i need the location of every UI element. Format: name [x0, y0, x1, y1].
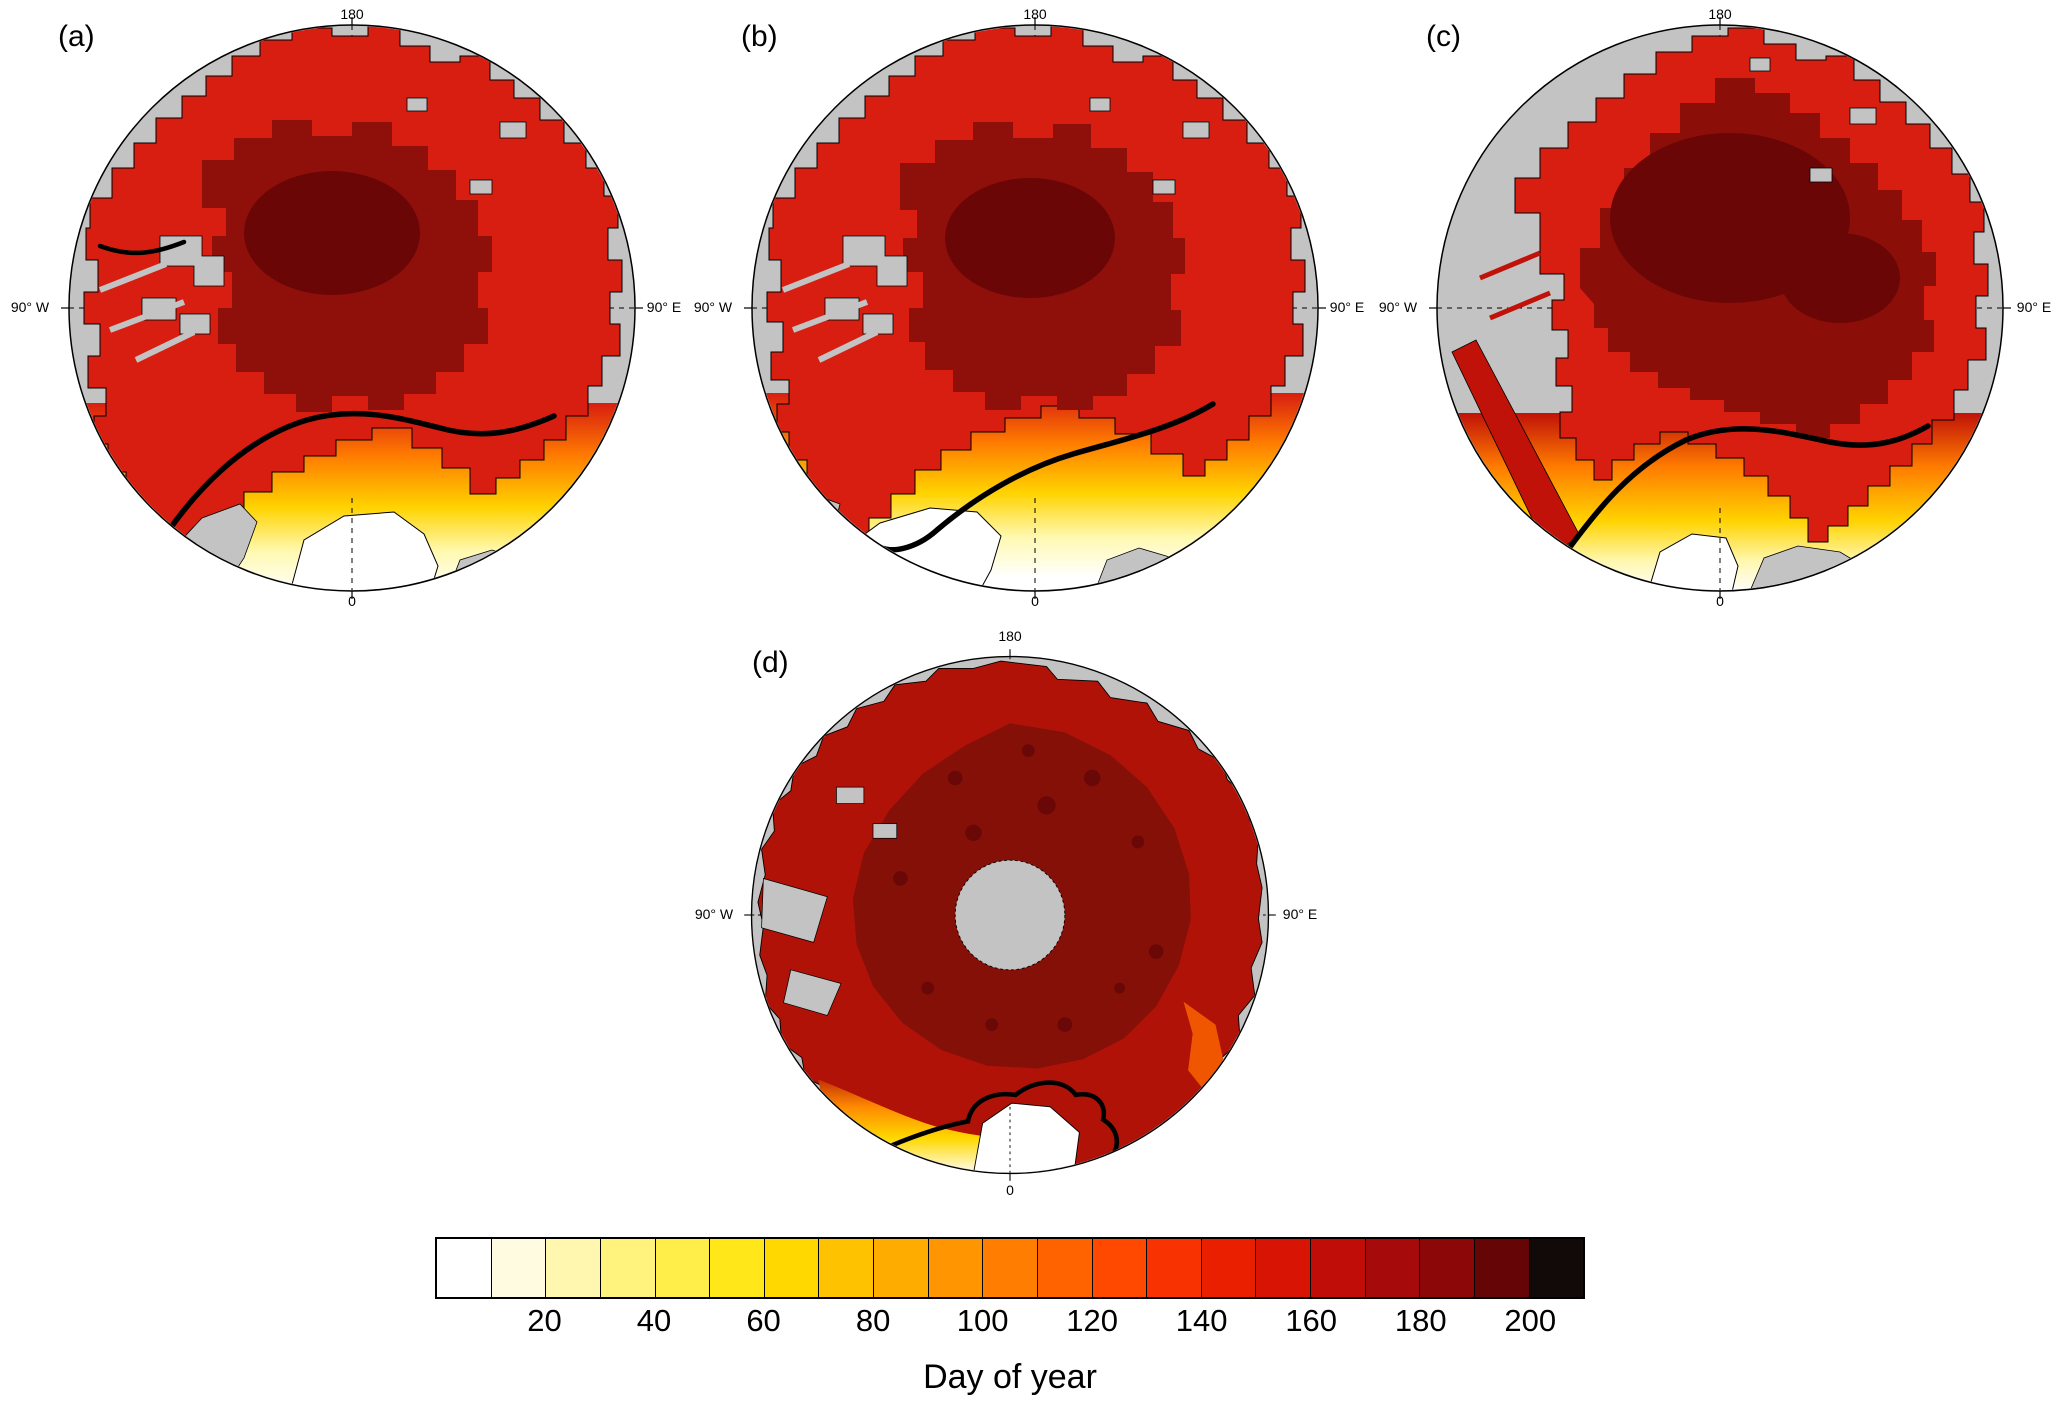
- colorbar: [435, 1237, 1585, 1299]
- ice-interior-darkest: [945, 178, 1115, 298]
- ice-mottling: [893, 744, 1164, 1032]
- colorbar-tick-label: 160: [1285, 1303, 1338, 1338]
- colorbar-cell: [546, 1239, 601, 1297]
- open-water-region: [972, 1102, 1080, 1173]
- meridian-label-180-c: 180: [1708, 6, 1732, 22]
- land-islands: [761, 786, 898, 1016]
- ice-edge-contour: [868, 1080, 1120, 1161]
- colorbar-cell: [1256, 1239, 1311, 1297]
- colorbar-cell: [1311, 1239, 1366, 1297]
- colorbar-cell: [764, 1239, 820, 1297]
- colorbar-cell: [983, 1239, 1038, 1297]
- ice-interior-darkest: [244, 171, 420, 295]
- colorbar-tick-label: 140: [1175, 1303, 1228, 1338]
- axis-ticks: [744, 17, 1326, 599]
- meridian-label-0-d: 0: [1006, 1182, 1014, 1198]
- colorbar-cell: [819, 1239, 874, 1297]
- colorbar-tick-label: 200: [1504, 1303, 1557, 1338]
- axis-ticks: [61, 17, 643, 599]
- colorbar-tick-label: 100: [956, 1303, 1009, 1338]
- colorbar-cell: [1092, 1239, 1148, 1297]
- ice-edge-contour: [1559, 423, 1931, 561]
- colorbar-tick-label: 120: [1066, 1303, 1119, 1338]
- meridian-label-90w-c: 90° W: [1378, 299, 1418, 315]
- colorbar-tick-label: 60: [746, 1303, 781, 1338]
- pole-hole: [954, 859, 1066, 971]
- land-channels: [98, 261, 196, 363]
- colorbar-cell: [710, 1239, 765, 1297]
- colorbar-cell: [1201, 1239, 1257, 1297]
- land-channels: [781, 261, 879, 363]
- axis-ticks: [1429, 17, 2011, 599]
- map-panel-c: [1429, 17, 2011, 599]
- open-water-region: [1513, 569, 1556, 590]
- meridian-label-180-d: 180: [998, 628, 1022, 644]
- ice-edge-contour: [872, 401, 1216, 553]
- colorbar-cell: [655, 1239, 711, 1297]
- colorbar-tick-label: 80: [855, 1303, 891, 1338]
- meridian-label-0-b: 0: [1031, 593, 1039, 609]
- colorbar-cell: [1147, 1239, 1202, 1297]
- colorbar-cell: [1037, 1239, 1093, 1297]
- meridian-label-90e-a: 90° E: [646, 299, 682, 315]
- panel-label-d: (d): [752, 646, 789, 679]
- colorbar-tick-label: 180: [1394, 1303, 1447, 1338]
- coast-contour: [97, 239, 187, 256]
- map-panel-d: [744, 649, 1276, 1181]
- meridian-label-0-a: 0: [348, 593, 356, 609]
- colorbar-cell: [928, 1239, 984, 1297]
- colorbar-cell: [1365, 1239, 1421, 1297]
- meridian-label-90w-a: 90° W: [10, 299, 50, 315]
- meridian-label-180-b: 180: [1023, 6, 1047, 22]
- meridian-label-90e-b: 90° E: [1329, 299, 1365, 315]
- colorbar-cell: [437, 1239, 492, 1297]
- open-water-region: [1647, 533, 1739, 590]
- map-panel-a: [61, 17, 643, 599]
- colorbar-cell: [1420, 1239, 1475, 1297]
- meridian-label-90w-d: 90° W: [694, 906, 734, 922]
- panel-label-c: (c): [1426, 20, 1461, 53]
- colorbar-cell: [491, 1239, 547, 1297]
- meridian-label-180-a: 180: [340, 6, 364, 22]
- ice-edge-contour: [144, 410, 557, 567]
- melt-fringe-right: [1183, 1001, 1225, 1094]
- colorbar-cell: [1474, 1239, 1530, 1297]
- colorbar-cell: [600, 1239, 656, 1297]
- map-panel-b: [744, 17, 1326, 599]
- land-channels: [1479, 250, 1551, 321]
- axis-ticks: [744, 649, 1276, 1181]
- colorbar-tick-label: 20: [527, 1303, 562, 1338]
- meridian-label-0-c: 0: [1716, 593, 1724, 609]
- colorbar-tick-label: 40: [636, 1303, 672, 1338]
- colorbar-cell: [1529, 1239, 1584, 1297]
- meridian-label-90e-d: 90° E: [1282, 906, 1318, 922]
- meridian-label-90e-c: 90° E: [2016, 299, 2052, 315]
- meridian-label-90w-b: 90° W: [693, 299, 733, 315]
- panel-label-b: (b): [741, 20, 778, 53]
- ice-interior-darkest: [1780, 233, 1900, 323]
- colorbar-ticks: 20 40 60 80 100 120 140 160 180 200: [435, 1303, 1585, 1343]
- colorbar-cell: [874, 1239, 929, 1297]
- colorbar-title: Day of year: [923, 1358, 1097, 1396]
- panel-label-a: (a): [58, 20, 95, 53]
